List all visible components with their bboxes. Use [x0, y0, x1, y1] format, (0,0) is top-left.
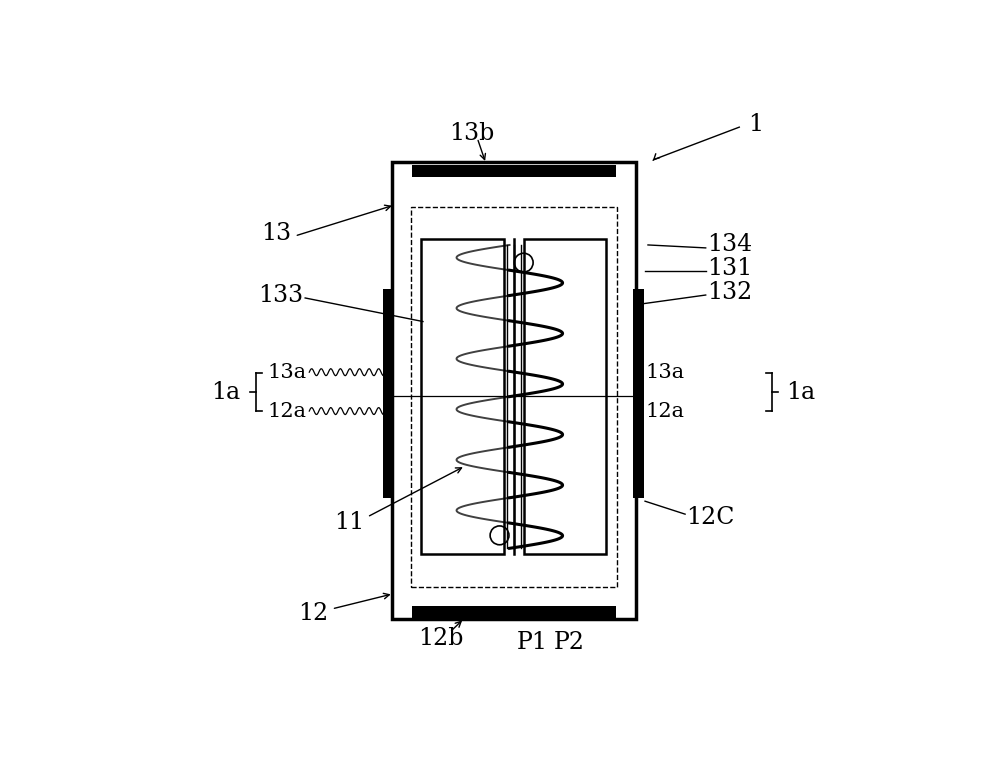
Text: 13: 13 [261, 222, 292, 245]
Text: 13b: 13b [449, 122, 494, 145]
Bar [633, 289, 644, 498]
Bar [411, 207, 617, 587]
Bar [383, 289, 394, 498]
Text: 1a: 1a [211, 381, 240, 404]
Bar [421, 239, 504, 554]
Text: 1: 1 [748, 112, 763, 135]
Bar [412, 165, 616, 177]
Text: P1: P1 [517, 631, 548, 654]
Bar [412, 606, 616, 618]
Text: 131: 131 [707, 257, 752, 280]
Text: 12a: 12a [267, 402, 306, 421]
Text: 133: 133 [258, 284, 303, 307]
Text: P2: P2 [554, 631, 585, 654]
Text: 13a: 13a [645, 363, 684, 382]
Text: 1a: 1a [786, 381, 816, 404]
Text: 13a: 13a [267, 363, 306, 382]
Text: 12C: 12C [686, 506, 735, 529]
Bar [392, 162, 636, 619]
Text: 11: 11 [334, 512, 364, 535]
Text: 12: 12 [298, 601, 329, 624]
Text: 12a: 12a [645, 402, 684, 421]
Text: 132: 132 [707, 281, 752, 304]
Text: 134: 134 [707, 233, 752, 256]
Text: 12b: 12b [418, 627, 463, 650]
Bar [524, 239, 606, 554]
